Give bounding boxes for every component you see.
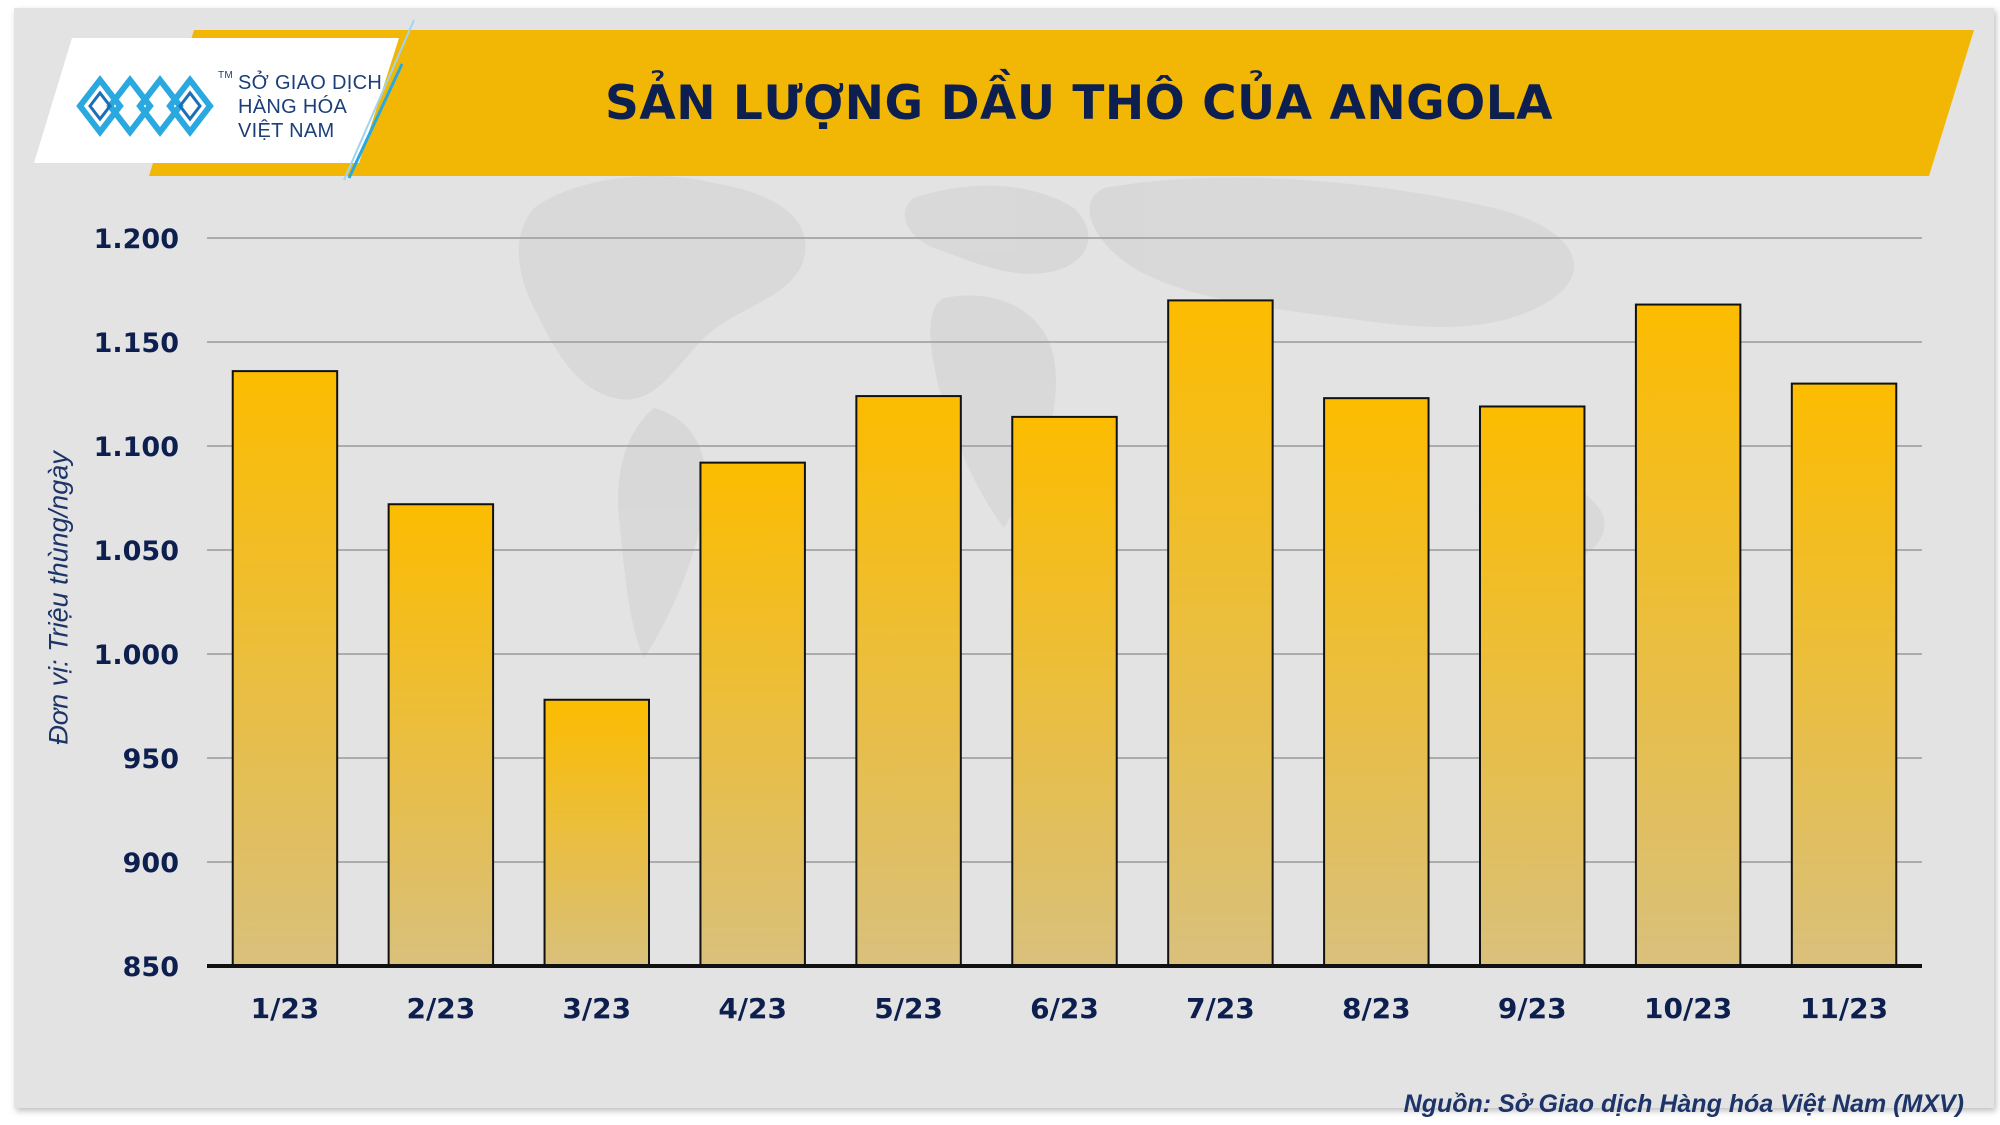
- x-tick-label: 5/23: [874, 992, 943, 1025]
- brand-logo: TM SỞ GIAO DỊCH HÀNG HÓA VIỆT NAM: [14, 8, 474, 198]
- bar-3-23: [543, 698, 651, 967]
- brand-line-2: HÀNG HÓA: [238, 96, 348, 118]
- trademark-mark: TM: [218, 70, 234, 81]
- y-tick-label: 1.150: [94, 328, 179, 359]
- bar-8-23: [1323, 397, 1430, 968]
- y-tick-label: 1.100: [94, 432, 179, 463]
- x-tick-label: 10/23: [1644, 992, 1732, 1025]
- x-tick-label: 1/23: [251, 992, 320, 1025]
- x-tick-label: 11/23: [1800, 992, 1888, 1025]
- x-tick-label: 9/23: [1498, 992, 1567, 1025]
- x-tick-label: 3/23: [562, 992, 631, 1025]
- x-tick-label: 7/23: [1186, 992, 1255, 1025]
- y-tick-label: 950: [123, 744, 179, 775]
- bar-2-23: [387, 503, 495, 967]
- x-tick-label: 4/23: [718, 992, 787, 1025]
- brand-line-1: SỞ GIAO DỊCH: [238, 72, 383, 94]
- x-tick-label: 6/23: [1030, 992, 1099, 1025]
- y-tick-label: 850: [123, 952, 179, 983]
- y-tick-labels: 850 900 950 1.000 1.050 1.100 1.150 1.200: [94, 224, 179, 983]
- title-banner: [34, 19, 1974, 181]
- chart-title: SẢN LƯỢNG DẦU THÔ CỦA ANGOLA: [604, 76, 1554, 131]
- bar-11-23: [1790, 382, 1898, 968]
- bar-6-23: [1011, 415, 1118, 967]
- y-tick-label: 1.050: [94, 536, 179, 567]
- bar-5-23: [855, 395, 962, 967]
- bar-7-23: [1167, 299, 1274, 967]
- brand-line-3: VIỆT NAM: [238, 120, 335, 142]
- chart-card: TM SỞ GIAO DỊCH HÀNG HÓA VIỆT NAM SẢN LƯ…: [14, 8, 1994, 1118]
- bars: [207, 299, 1922, 968]
- y-tick-label: 1.200: [94, 224, 179, 255]
- bar-9-23: [1478, 405, 1586, 968]
- bar-chart: 850 900 950 1.000 1.050 1.100 1.150 1.200 1/23 2…: [94, 224, 1922, 1025]
- x-tick-labels: 1/23 2/23 3/23 4/23 5/23 6/23 7/23 8/23 9/23 10/2…: [251, 992, 1889, 1025]
- x-tick-label: 2/23: [407, 992, 476, 1025]
- source-note: Nguồn: Sở Giao dịch Hàng hóa Việt Nam (M…: [1403, 1090, 1964, 1118]
- bar-4-23: [699, 461, 806, 967]
- mxv-logo-icon: [76, 75, 214, 137]
- y-tick-label: 1.000: [94, 640, 179, 671]
- y-tick-label: 900: [123, 848, 179, 879]
- bar-1-23: [231, 370, 339, 967]
- x-tick-label: 8/23: [1342, 992, 1411, 1025]
- bar-10-23: [1634, 303, 1742, 967]
